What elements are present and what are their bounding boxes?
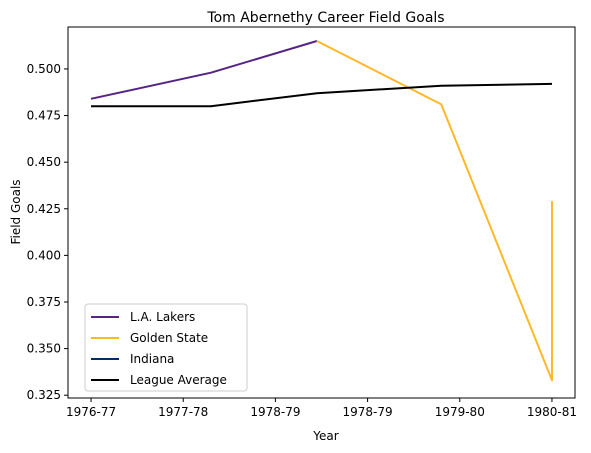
y-tick-label: 0.350 bbox=[27, 342, 61, 356]
x-tick-label: 1976-77 bbox=[66, 405, 116, 419]
legend: L.A. Lakers Golden State Indiana League Ave… bbox=[84, 303, 248, 392]
y-axis: 0.325 0.350 0.375 0.400 0.425 0.450 0.475 0.500 bbox=[27, 62, 68, 402]
legend-entry: Indiana bbox=[130, 352, 174, 366]
x-tick-label: 1978-79 bbox=[250, 405, 300, 419]
y-tick-label: 0.400 bbox=[27, 248, 61, 262]
x-tick-label: 1979-80 bbox=[435, 405, 485, 419]
y-axis-label: Field Goals bbox=[9, 179, 23, 244]
plot-area bbox=[90, 40, 553, 382]
legend-entry: League Average bbox=[130, 373, 227, 387]
plot-frame bbox=[67, 26, 576, 399]
y-tick-label: 0.450 bbox=[27, 155, 61, 169]
legend-box bbox=[84, 303, 248, 392]
y-tick-label: 0.325 bbox=[27, 388, 61, 402]
y-tick-label: 0.500 bbox=[27, 62, 61, 76]
series-line-1 bbox=[316, 40, 553, 382]
x-tick-label: 1977-78 bbox=[158, 405, 208, 419]
legend-entry: L.A. Lakers bbox=[130, 310, 195, 324]
chart-title: Tom Abernethy Career Field Goals bbox=[206, 10, 444, 26]
x-axis-label: Year bbox=[312, 429, 338, 443]
series-line-0 bbox=[90, 40, 318, 100]
x-tick-label: 1978-79 bbox=[343, 405, 393, 419]
legend-entry: Golden State bbox=[130, 331, 208, 345]
x-tick-label: 1980-81 bbox=[527, 405, 577, 419]
y-tick-label: 0.425 bbox=[27, 202, 61, 216]
y-tick-label: 0.475 bbox=[27, 109, 61, 123]
y-tick-label: 0.375 bbox=[27, 295, 61, 309]
x-axis: 1976-77 1977-78 1978-79 1978-79 1979-80 1980-… bbox=[66, 398, 577, 419]
series-line-3 bbox=[91, 82, 553, 108]
